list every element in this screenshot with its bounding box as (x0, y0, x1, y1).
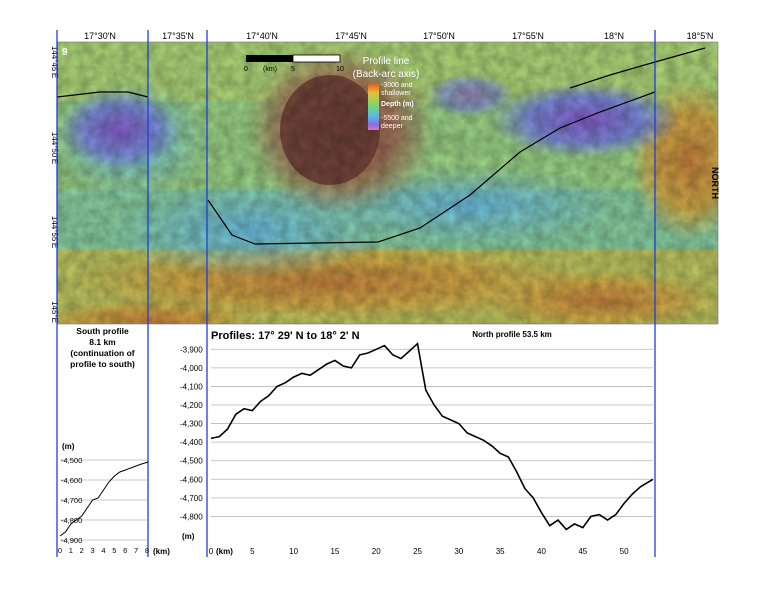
north-profile-panel: Profiles: 17° 29' N to 18° 2' N North pr… (180, 330, 654, 556)
north-profile-subtitle: North profile 53.5 km (472, 330, 552, 339)
svg-text:5: 5 (291, 66, 295, 73)
x-tick-label: 8 (145, 546, 149, 555)
north-profile-series (210, 342, 654, 531)
lon-label: 144°50'E (50, 132, 59, 164)
x-tick-label: 3 (91, 546, 95, 555)
y-tick-label: -4,800 (180, 512, 203, 521)
y-tick-label: -4,700 (61, 496, 82, 505)
x-tick-label: 45 (578, 547, 587, 556)
y-tick-label: -4,600 (180, 475, 203, 484)
y-tick-label: -3,900 (180, 345, 203, 354)
y-tick-label: -4,900 (61, 536, 82, 545)
svg-text:(km): (km) (263, 66, 277, 73)
x-tick-label: 50 (620, 547, 629, 556)
lon-label: 144°45'E (50, 46, 59, 78)
lat-label: 17°40'N (246, 31, 278, 41)
lat-label: 17°45'N (335, 31, 367, 41)
y-tick-label: -4,100 (180, 382, 203, 391)
longitude-labels: 144°45'E 144°50'E 144°55'E 145°E (50, 46, 59, 323)
lat-label: 18°N (604, 31, 624, 41)
south-profile-note: profile to south) (70, 359, 135, 369)
y-tick-label: -4,500 (180, 457, 203, 466)
legend-color-ramp (368, 84, 379, 130)
south-x-axis-label: (km) (153, 547, 170, 556)
x-tick-label: 5 (112, 546, 116, 555)
x-tick-label: 20 (372, 547, 381, 556)
lat-label: 17°30'N (84, 31, 116, 41)
latitude-labels: 17°30'N 17°35'N 17°40'N 17°45'N 17°50'N … (84, 31, 713, 41)
north-label: NORTH (710, 167, 720, 199)
y-tick-label: -4,600 (61, 476, 82, 485)
svg-text:0: 0 (244, 66, 248, 73)
south-profile-panel: South profile 8.1 km (continuation of pr… (58, 326, 170, 556)
lon-label: 144°55'E (50, 216, 59, 248)
x-tick-label: 40 (537, 547, 546, 556)
north-y-axis-label: (m) (182, 532, 195, 541)
bathymetry-map (57, 42, 718, 324)
x-tick-label: 35 (496, 547, 505, 556)
north-x-axis-label: (km) (216, 547, 233, 556)
y-tick-label: -4,700 (180, 494, 203, 503)
x-tick-label: 0 (209, 547, 214, 556)
south-y-axis-label: (m) (62, 442, 75, 451)
x-tick-label: 7 (134, 546, 138, 555)
x-tick-label: 5 (250, 547, 255, 556)
panel-letter: 9 (62, 47, 68, 58)
y-tick-label: -4,200 (180, 401, 203, 410)
x-tick-label: 10 (289, 547, 298, 556)
y-tick-label: -4,300 (180, 420, 203, 429)
scale-bar: 0 (km) 5 10 (244, 54, 344, 73)
north-x-ticks: 0 5 10 15 20 25 30 35 40 45 50 (209, 547, 629, 556)
x-tick-label: 2 (80, 546, 84, 555)
legend-subtitle: (Back-arc axis) (353, 69, 420, 80)
x-tick-label: 4 (101, 546, 105, 555)
x-tick-label: 0 (58, 546, 62, 555)
lat-label: 18°5'N (687, 31, 714, 41)
y-tick-label: -4,400 (180, 438, 203, 447)
svg-text:10: 10 (336, 66, 344, 73)
lat-label: 17°35'N (162, 31, 194, 41)
lon-label: 145°E (50, 301, 59, 323)
depth-legend: Profile line (Back-arc axis) -3000 and s… (353, 56, 420, 130)
section-dividers (56, 30, 656, 557)
south-profile-note: (continuation of (70, 348, 135, 358)
legend-title: Profile line (363, 56, 410, 67)
y-tick-label: -4,800 (61, 516, 82, 525)
legend-bottom-label: -5500 and deeper (381, 115, 413, 130)
y-tick-label: -4,500 (61, 456, 82, 465)
x-tick-label: 6 (123, 546, 127, 555)
x-tick-label: 1 (69, 546, 73, 555)
north-y-ticks: -3,900 -4,000 -4,100 -4,200 -4,300 -4,400 -4,5… (180, 345, 203, 521)
profile-line (569, 47, 706, 89)
y-tick-label: -4,000 (180, 364, 203, 373)
profile-line (207, 91, 656, 245)
south-profile-title: South profile (76, 326, 129, 336)
north-gridlines (211, 348, 653, 517)
legend-middle-label: Depth (m) (381, 101, 414, 108)
south-y-ticks: -4,500 -4,600 -4,700 -4,800 -4,900 (61, 456, 82, 545)
lat-label: 17°55'N (512, 31, 544, 41)
x-tick-label: 15 (330, 547, 339, 556)
profiles-heading: Profiles: 17° 29' N to 18° 2' N (211, 330, 360, 342)
profile-line (57, 91, 149, 98)
south-profile-length: 8.1 km (89, 337, 116, 347)
south-gridlines (60, 459, 147, 541)
south-profile-series (59, 461, 149, 537)
lat-label: 17°50'N (423, 31, 455, 41)
x-tick-label: 30 (454, 547, 463, 556)
x-tick-label: 25 (413, 547, 422, 556)
legend-top-label: -3000 and shallower (381, 82, 413, 97)
